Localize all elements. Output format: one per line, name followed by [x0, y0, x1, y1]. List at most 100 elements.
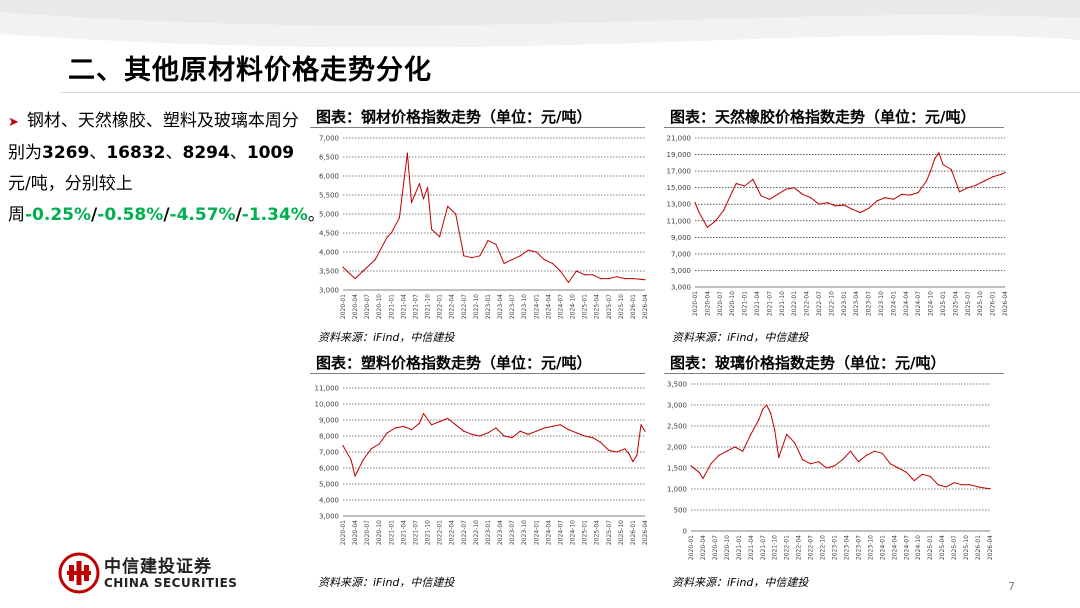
data-point	[917, 192, 919, 194]
x-tick-label: 2024-10	[915, 535, 922, 560]
x-tick-label: 2026-04	[987, 535, 994, 560]
data-point	[950, 168, 952, 171]
x-tick-label: 2025-07	[951, 535, 958, 560]
x-tick-label: 2021-04	[754, 291, 761, 316]
x-tick-label: 2022-07	[808, 535, 815, 560]
x-tick-label: 2022-04	[449, 294, 456, 319]
x-tick-label: 2026-04	[642, 294, 649, 319]
data-point	[953, 482, 955, 484]
x-tick-label: 2024-04	[891, 535, 898, 560]
source-note-plastic: 资料来源：iFind，中信建投	[318, 576, 455, 589]
x-tick-label: 2024-07	[915, 291, 922, 316]
y-tick-label: 3,500	[667, 381, 687, 389]
x-tick-label: 2024-07	[557, 294, 564, 319]
data-point	[350, 459, 352, 461]
data-point	[386, 432, 388, 434]
chart-rule-rubber	[664, 127, 1004, 128]
x-tick-label: 2023-10	[521, 520, 528, 545]
data-point	[793, 187, 795, 189]
y-tick-label: 5,000	[671, 267, 691, 275]
x-tick-label: 2021-01	[736, 535, 743, 560]
x-tick-label: 2023-01	[841, 291, 848, 316]
x-tick-label: 2025-07	[606, 520, 613, 545]
data-point	[567, 429, 570, 431]
data-point	[989, 488, 991, 490]
data-point	[406, 152, 408, 154]
chart-rule-glass	[664, 373, 1004, 374]
steel-price: 3269	[42, 143, 90, 163]
data-point	[624, 278, 626, 280]
x-tick-label: 2024-10	[570, 294, 577, 319]
x-tick-label: 2022-01	[437, 294, 444, 319]
x-tick-label: 2020-01	[692, 291, 699, 316]
x-tick-label: 2022-04	[449, 520, 456, 545]
y-tick-label: 6,000	[319, 465, 339, 473]
data-point	[551, 425, 553, 427]
data-point	[479, 255, 481, 257]
x-tick-label: 2023-07	[509, 294, 516, 319]
data-point	[632, 461, 634, 463]
data-point	[463, 255, 465, 257]
data-point	[937, 484, 939, 486]
data-point	[945, 486, 947, 488]
data-point	[487, 240, 489, 242]
y-tick-label: 7,000	[671, 250, 691, 258]
change-sep-1: /	[91, 205, 98, 225]
change-sep-3: /	[235, 205, 242, 225]
data-point	[985, 487, 987, 489]
y-tick-label: 21,000	[667, 135, 692, 143]
data-point	[362, 270, 364, 272]
data-point	[758, 419, 760, 421]
data-point	[427, 186, 429, 188]
x-tick-label: 2025-07	[606, 294, 613, 319]
x-tick-label: 2023-07	[855, 535, 862, 560]
data-point	[1004, 171, 1006, 174]
data-point	[636, 454, 638, 456]
data-point	[967, 187, 969, 189]
data-point	[527, 433, 529, 435]
data-point	[905, 471, 907, 473]
data-point	[983, 180, 985, 182]
series-line	[694, 152, 1006, 228]
x-tick-label: 2020-10	[724, 535, 731, 560]
data-point	[762, 408, 764, 410]
summary-text-mid: 元/吨，分别较上周	[8, 174, 133, 225]
x-tick-label: 2021-07	[766, 291, 773, 316]
data-point	[644, 279, 646, 281]
data-point	[431, 424, 433, 426]
x-tick-label: 2026-04	[1002, 291, 1009, 316]
data-point	[608, 449, 610, 451]
x-tick-label: 2020-07	[364, 294, 371, 319]
x-tick-label: 2020-07	[712, 535, 719, 560]
data-point	[410, 429, 413, 431]
data-point	[731, 191, 733, 193]
steel-change: -0.25%	[25, 205, 92, 225]
summary-text-intro: 钢材、天然橡胶、塑料及玻璃本周分别为	[8, 111, 299, 163]
summary-sep-1: 、	[89, 143, 107, 163]
x-tick-label: 2021-01	[388, 520, 395, 545]
title-background-swoosh	[0, 0, 1080, 48]
data-point	[342, 266, 344, 268]
x-tick-label: 2020-07	[717, 291, 724, 316]
y-tick-label: 3,000	[667, 402, 687, 410]
data-point	[354, 278, 356, 280]
x-tick-label: 2022-01	[437, 520, 444, 545]
x-tick-label: 2020-04	[700, 535, 707, 560]
data-point	[909, 194, 911, 196]
data-point	[519, 430, 521, 432]
x-tick-label: 2023-10	[878, 291, 885, 316]
data-point	[818, 203, 820, 205]
data-point	[760, 195, 762, 197]
china-securities-emblem-icon	[58, 552, 100, 594]
data-point	[975, 184, 977, 186]
data-point	[961, 484, 963, 486]
data-point	[418, 422, 421, 424]
x-tick-label: 2025-01	[927, 535, 934, 560]
y-tick-label: 9,000	[319, 417, 339, 425]
x-tick-label: 2020-10	[729, 291, 736, 316]
y-tick-label: 1,500	[667, 465, 687, 473]
y-tick-label: 3,500	[319, 268, 339, 276]
x-tick-label: 2021-07	[412, 520, 419, 545]
data-point	[584, 435, 586, 437]
x-tick-label: 2025-10	[618, 520, 625, 545]
